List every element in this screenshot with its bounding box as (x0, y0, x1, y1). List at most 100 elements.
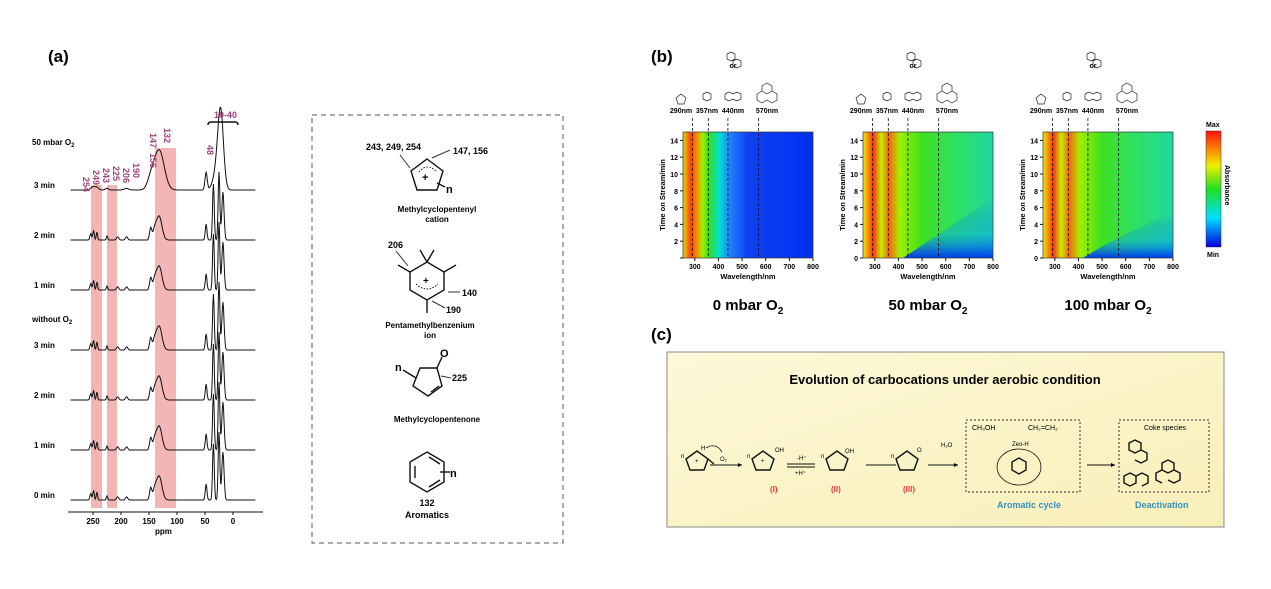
x-tick: 700 (1144, 264, 1156, 271)
svg-text:n: n (891, 454, 894, 460)
svg-text:CH₃OH: CH₃OH (972, 425, 995, 432)
y-tick: 2 (674, 239, 678, 246)
molecule-icons (1035, 51, 1138, 105)
svg-text:147, 156: 147, 156 (453, 146, 488, 156)
x-tick: 800 (987, 264, 999, 271)
nmr-spectrum-trace (70, 331, 256, 401)
x-tick: 500 (736, 264, 748, 271)
wavelength-marker: 290nm (670, 108, 692, 115)
svg-text:(I): (I) (770, 485, 778, 494)
x-tick: 600 (1120, 264, 1132, 271)
y-tick: 8 (854, 189, 858, 196)
x-tick: 300 (869, 264, 881, 271)
peak-label-range: 10-40 (214, 110, 237, 120)
svg-text:225: 225 (452, 373, 467, 383)
nmr-spectrum-trace (70, 106, 256, 191)
panel-c-label: (c) (651, 325, 672, 344)
row-label: 0 min (34, 491, 55, 500)
x-tick: 300 (1049, 264, 1061, 271)
svg-text:+H⁺: +H⁺ (795, 470, 806, 477)
wavelength-marker: 570nm (936, 108, 958, 115)
highlight-bands (91, 148, 176, 508)
y-tick: 0 (1034, 256, 1038, 263)
x-tick: 500 (1096, 264, 1108, 271)
svg-text:n: n (747, 454, 750, 460)
y-tick: 6 (1034, 206, 1038, 213)
wavelength-marker: 290nm (850, 108, 872, 115)
svg-text:(II): (II) (831, 485, 841, 494)
svg-text:H₂O: H₂O (941, 443, 953, 449)
y-axis-label: Time on Stream/min (838, 159, 847, 231)
y-tick: 6 (854, 206, 858, 213)
svg-text:Max: Max (1206, 122, 1220, 129)
y-tick: 4 (1034, 222, 1038, 229)
y-tick: 4 (854, 222, 858, 229)
svg-text:O₂: O₂ (720, 457, 728, 463)
svg-text:n: n (821, 454, 824, 460)
svg-text:Coke species: Coke species (1144, 425, 1187, 432)
row-label: 2 min (34, 231, 55, 240)
x-tick: 400 (893, 264, 905, 271)
mechanism-title: Evolution of carbocations under aerobic … (789, 372, 1100, 387)
nmr-spectra (70, 106, 256, 501)
peak-label: 254 (81, 177, 91, 192)
structures-box (311, 114, 564, 544)
wavelength-marker: 440nm (1082, 108, 1104, 115)
y-tick: 12 (1030, 155, 1038, 162)
y-axis-label: Time on Stream/min (658, 159, 667, 231)
svg-text:Methylcyclopentenone: Methylcyclopentenone (394, 415, 481, 424)
wavelength-marker: 357nm (696, 108, 718, 115)
svg-text:or: or (910, 63, 917, 70)
svg-text:ion: ion (424, 331, 436, 340)
peak-label: 190 (131, 163, 141, 178)
svg-text:n: n (450, 468, 457, 480)
y-tick: 8 (674, 189, 678, 196)
svg-text:O: O (440, 348, 449, 360)
row-label: 2 min (34, 391, 55, 400)
structure-pentamethylbenzenium: + 206 140 190 Pentamethylbenzenium ion (385, 240, 477, 340)
svg-text:Zeo-H: Zeo-H (1012, 442, 1029, 448)
svg-text:O: O (917, 448, 922, 454)
svg-text:-H⁺: -H⁺ (797, 455, 807, 462)
ppm-tick: 200 (114, 517, 128, 526)
colorbar: Max Min Absorbance (1205, 122, 1230, 259)
wavelength-marker: 570nm (756, 108, 778, 115)
svg-text:or: or (730, 63, 737, 70)
svg-text:190: 190 (446, 305, 461, 315)
svg-text:132: 132 (419, 498, 434, 508)
y-tick: 8 (1034, 189, 1038, 196)
peak-label: 249 (91, 170, 101, 185)
condition-50mbar: 50 mbar O2 (32, 138, 75, 149)
x-tick: 300 (689, 264, 701, 271)
peak-label: 206 (121, 168, 131, 183)
row-label: 1 min (34, 281, 55, 290)
y-tick: 12 (850, 155, 858, 162)
x-tick: 400 (1073, 264, 1085, 271)
nmr-spectrum-trace (70, 221, 256, 291)
x-tick: 800 (1167, 264, 1179, 271)
peak-label: 156 (148, 153, 158, 168)
wavelength-marker: 290nm (1030, 108, 1052, 115)
svg-text:206: 206 (388, 240, 403, 250)
mechanism-scheme: + n H O₂ + n OH (I) -H⁺ +H⁺ n OH (II) n O (… (681, 419, 1210, 510)
ppm-tick: 250 (86, 517, 100, 526)
aromatic-cycle-label: Aromatic cycle (997, 500, 1061, 510)
x-axis-label: Wavelength/nm (900, 272, 955, 281)
y-tick: 10 (850, 172, 858, 179)
svg-text:cation: cation (425, 215, 449, 224)
mechanism-box (666, 351, 1225, 528)
y-tick: 4 (674, 222, 678, 229)
x-axis-label: Wavelength/nm (1080, 272, 1135, 281)
wavelength-marker: 440nm (722, 108, 744, 115)
svg-text:or: or (1090, 63, 1097, 70)
heatmap-title: 0 mbar O2 (713, 297, 784, 317)
svg-text:+: + (423, 276, 429, 287)
svg-text:CH₂=CH₂: CH₂=CH₂ (1028, 425, 1058, 432)
peak-label: 225 (111, 166, 121, 181)
svg-text:n: n (681, 454, 684, 460)
y-tick: 10 (670, 172, 678, 179)
y-tick: 14 (850, 138, 858, 145)
deactivation-label: Deactivation (1135, 500, 1189, 510)
row-label: 1 min (34, 441, 55, 450)
